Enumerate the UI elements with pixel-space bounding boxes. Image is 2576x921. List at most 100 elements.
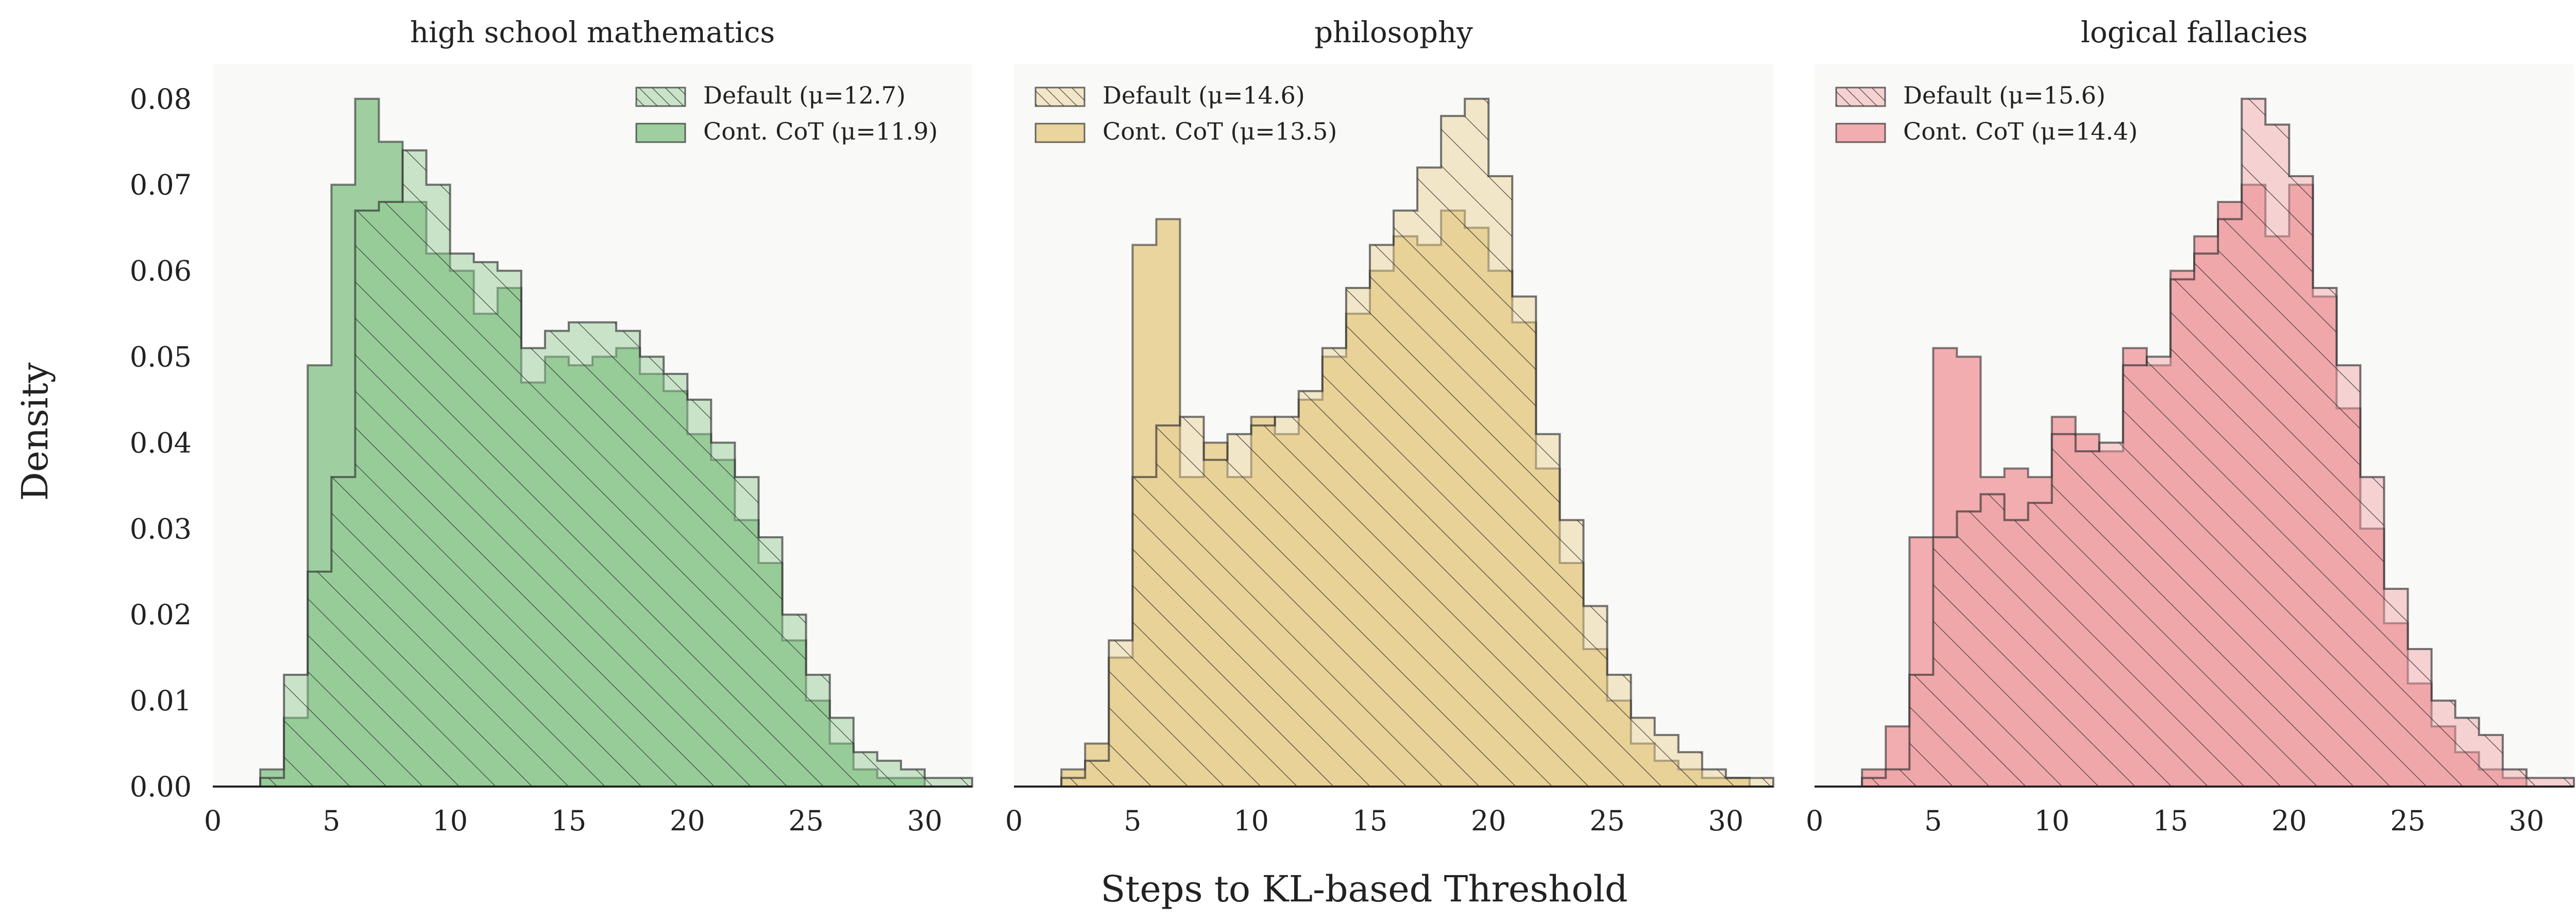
default-bar: [592, 322, 616, 787]
default-bar: [1702, 770, 1726, 787]
default-bar: [616, 331, 640, 787]
y-axis-label: Density: [14, 362, 56, 501]
x-axis-label: Steps to KL-based Threshold: [1100, 868, 1628, 910]
series-default-step: [259, 149, 973, 788]
default-bar: [308, 572, 331, 787]
default-bar: [1180, 417, 1204, 787]
legend-label: Cont. CoT (μ=11.9): [703, 117, 938, 145]
y-tick-label: 0.07: [130, 169, 192, 201]
y-tick-label: 0.04: [130, 427, 192, 459]
x-tick-label: 25: [788, 805, 824, 837]
x-tick-label: 10: [2034, 805, 2070, 837]
x-tick-label: 20: [2272, 805, 2307, 837]
default-bar: [1631, 718, 1655, 787]
legend-swatch: [1035, 123, 1086, 143]
default-bar: [2503, 770, 2527, 787]
default-bar: [2265, 125, 2289, 787]
default-bar: [2171, 279, 2194, 787]
default-bar: [2432, 701, 2455, 787]
default-bar: [498, 271, 521, 787]
default-bar: [355, 211, 379, 787]
default-bar: [1726, 778, 1750, 787]
default-bar: [1886, 770, 1909, 787]
default-bar: [2099, 442, 2123, 787]
default-bar: [1862, 778, 1886, 787]
default-bar: [1275, 417, 1299, 787]
panel-1: high school mathematics 0 5 10 15 20 25 30 0.00 0…: [130, 16, 973, 837]
default-bar: [379, 202, 402, 787]
default-bar: [2123, 365, 2147, 787]
default-bar: [569, 322, 592, 787]
default-bar: [1957, 511, 1980, 787]
series-default-step: [1060, 97, 1774, 788]
legend-swatch: [635, 123, 686, 143]
default-bar: [1441, 116, 1465, 787]
default-bar: [2550, 778, 2574, 787]
legend-swatch-hatch: [1036, 88, 1084, 106]
y-tick-label: 0.08: [130, 83, 192, 115]
default-bar: [1394, 211, 1417, 787]
legend-item-default: Default (μ=12.7): [635, 81, 906, 109]
default-bar: [1679, 752, 1702, 787]
x-tick-label: 0: [1005, 805, 1023, 837]
default-bar: [427, 185, 450, 787]
legend-label: Default (μ=12.7): [703, 81, 906, 109]
default-bar: [2028, 503, 2052, 787]
legend-swatch-hatch: [636, 88, 685, 106]
y-tick-label: 0.03: [130, 513, 192, 545]
default-bar: [1346, 288, 1370, 787]
default-bar: [1299, 391, 1323, 787]
series-default-step: [1861, 97, 2575, 788]
x-tick-label: 10: [1233, 805, 1269, 837]
y-tick-label: 0.02: [130, 599, 192, 631]
default-bar: [664, 374, 687, 787]
legend-swatch: [1835, 123, 1886, 143]
panel-2: philosophy 0 5 10 15 20 25 30 Default (μ=14.6) Co…: [1005, 16, 1774, 837]
default-bar: [1323, 348, 1346, 787]
y-tick-label: 0.05: [130, 340, 192, 373]
x-tick-label: 5: [323, 805, 340, 837]
legend-item-default: Default (μ=14.6): [1035, 81, 1305, 109]
default-bar: [901, 770, 925, 787]
default-bar: [1085, 761, 1109, 787]
x-tick-label: 25: [2390, 805, 2426, 837]
default-bar: [735, 477, 758, 787]
x-tick-label: 30: [2509, 805, 2545, 837]
x-tick-label: 25: [1589, 805, 1625, 837]
default-bar: [1204, 460, 1228, 787]
legend-label: Cont. CoT (μ=13.5): [1103, 117, 1337, 145]
default-bar: [2005, 520, 2028, 787]
default-bar: [1980, 494, 2004, 787]
default-bar: [806, 675, 830, 787]
x-tick-label: 15: [551, 805, 587, 837]
default-bar: [1061, 778, 1085, 787]
default-bar: [1655, 735, 1679, 787]
default-bar: [1228, 434, 1251, 787]
x-tick-label: 15: [1352, 805, 1388, 837]
default-bar: [1156, 425, 1180, 787]
x-tick-label: 0: [204, 805, 222, 837]
y-tick-label: 0.06: [130, 255, 192, 287]
legend-item-cont-cot: Cont. CoT (μ=14.4): [1835, 117, 2138, 145]
default-bar: [474, 262, 498, 787]
legend-swatch-hatch: [1836, 88, 1885, 106]
x-tick-label: 5: [1124, 805, 1141, 837]
panel-3: logical fallacies 0 5 10 15 20 25 30 Default (μ=…: [1806, 16, 2575, 837]
x-tick-label: 15: [2153, 805, 2189, 837]
default-bar: [948, 778, 972, 787]
x-tick-label: 5: [1924, 805, 1942, 837]
default-bar: [2147, 356, 2171, 787]
default-bar: [1417, 167, 1441, 787]
default-bar: [1909, 675, 1933, 787]
y-tick-label: 0.01: [130, 685, 192, 717]
default-bar: [2289, 176, 2313, 787]
default-bar: [2218, 219, 2242, 787]
x-tick-label: 30: [1708, 805, 1744, 837]
default-bar: [521, 348, 545, 787]
default-bar: [2313, 288, 2336, 787]
default-bar: [284, 675, 308, 787]
x-tick-label: 20: [1471, 805, 1506, 837]
default-bar: [783, 615, 806, 787]
x-tick-label: 20: [670, 805, 705, 837]
default-bar: [2479, 735, 2503, 787]
